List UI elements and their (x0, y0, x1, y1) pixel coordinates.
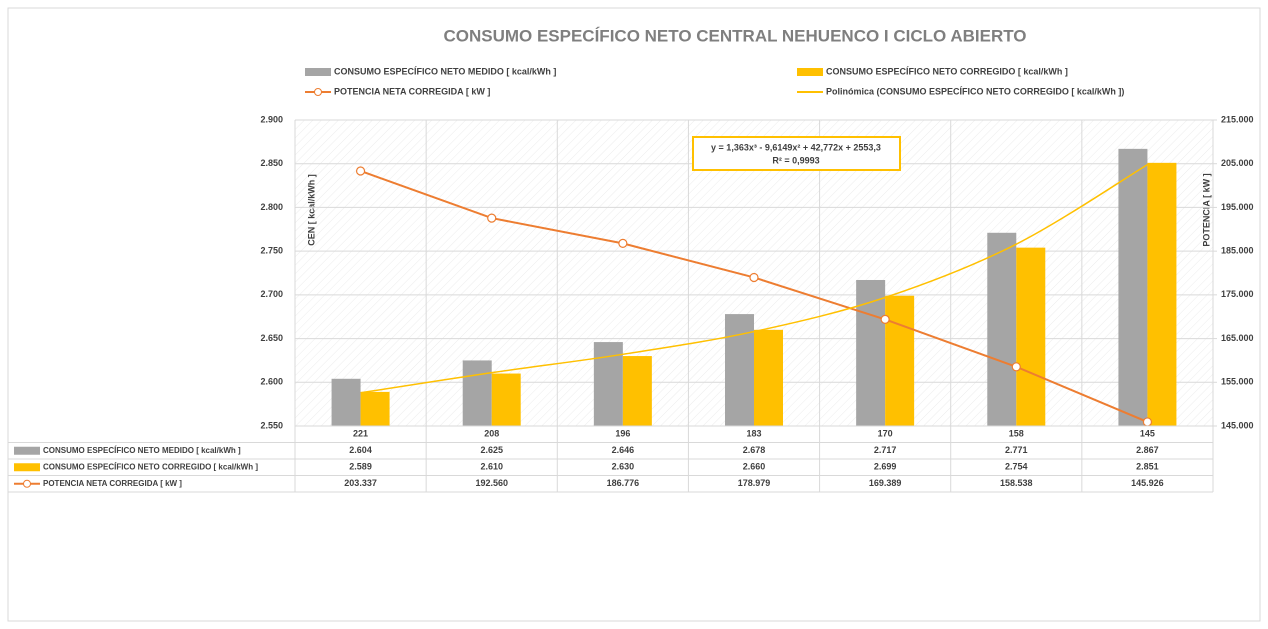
y2-tick-label: 155.000 (1221, 377, 1254, 387)
table-cell: 2.699 (874, 462, 897, 472)
x-tick-label: 196 (615, 428, 630, 438)
y-tick-label: 2.850 (260, 158, 283, 168)
line-marker (880, 314, 890, 324)
bar (462, 360, 492, 426)
y2-axis-title: POTENCIA [ kW ] (1201, 173, 1211, 246)
equation: R² = 0,9993 (772, 155, 819, 165)
line-marker (749, 272, 759, 283)
legend-key (23, 479, 31, 488)
y-tick-label: 2.800 (260, 202, 283, 212)
table-cell: 2.625 (480, 445, 503, 455)
table-cell: 2.678 (743, 445, 766, 455)
bar (1118, 148, 1148, 426)
table-cell: 2.851 (1136, 462, 1159, 472)
table-cell: 169.389 (869, 478, 902, 488)
table-cell: 2.717 (874, 445, 897, 455)
bar (1016, 247, 1046, 426)
y-tick-label: 2.650 (260, 333, 283, 343)
y-tick-label: 2.550 (260, 420, 283, 430)
line-marker (1142, 417, 1153, 427)
y2-tick-label: 215.000 (1221, 114, 1254, 124)
y2-tick-label: 205.000 (1221, 158, 1254, 168)
table-legend-label: POTENCIA NETA CORREGIDA [ kW ] (43, 479, 182, 488)
table-cell: 2.610 (480, 462, 503, 472)
table-legend-label: CONSUMO ESPECÍFICO NETO CORREGIDO [ kcal… (43, 462, 258, 471)
legend-label: CONSUMO ESPECÍFICO NETO MEDIDO [ kcal/kW… (334, 66, 556, 76)
y2-tick-label: 175.000 (1221, 289, 1254, 299)
table-cell: 2.646 (612, 445, 635, 455)
x-tick-label: 170 (878, 428, 893, 438)
y2-tick-label: 185.000 (1221, 246, 1254, 256)
table-cell: 2.660 (743, 462, 766, 472)
table-cell: 2.754 (1005, 462, 1028, 472)
table-legend-label: CONSUMO ESPECÍFICO NETO MEDIDO [ kcal/kW… (43, 446, 241, 455)
bar (331, 378, 361, 426)
table-cell: 178.979 (738, 478, 771, 488)
equation: y = 1,363x³ - 9,6149x² + 42,772x + 2553,… (711, 142, 881, 152)
line-marker (618, 238, 628, 248)
line-marker (1011, 362, 1021, 372)
y-tick-label: 2.600 (260, 377, 283, 387)
legend-key (797, 68, 823, 76)
bar (885, 295, 915, 426)
table-cell: 2.771 (1005, 445, 1028, 455)
bar (622, 356, 652, 426)
legend-label: POTENCIA NETA CORREGIDA [ kW ] (334, 86, 490, 96)
line-marker (355, 166, 366, 176)
x-tick-label: 158 (1009, 428, 1024, 438)
table-cell: 2.630 (612, 462, 635, 472)
x-tick-label: 208 (484, 428, 499, 438)
x-tick-label: 183 (746, 428, 761, 438)
table-cell: 2.604 (349, 445, 372, 455)
bar (1147, 162, 1177, 426)
trendline (360, 163, 1148, 394)
table-cell: 2.589 (349, 462, 372, 472)
x-tick-label: 145 (1140, 428, 1155, 438)
y-tick-label: 2.700 (260, 289, 283, 299)
table-cell: 2.867 (1136, 445, 1159, 455)
chart-title: CONSUMO ESPECÍFICO NETO CENTRAL NEHUENCO… (443, 26, 1026, 45)
table-cell: 158.538 (1000, 478, 1033, 488)
table-cell: 203.337 (344, 478, 377, 488)
line-marker (487, 213, 497, 223)
legend-key (305, 68, 331, 76)
legend-label: CONSUMO ESPECÍFICO NETO CORREGIDO [ kcal… (826, 66, 1068, 76)
legend-label: Polinómica (CONSUMO ESPECÍFICO NETO CORR… (826, 86, 1124, 96)
legend-key (314, 88, 322, 96)
y-tick-label: 2.750 (260, 246, 283, 256)
y2-tick-label: 195.000 (1221, 202, 1254, 212)
table-cell: 186.776 (607, 478, 640, 488)
bar (725, 314, 754, 426)
legend-key (14, 446, 40, 455)
y2-tick-label: 145.000 (1221, 420, 1254, 430)
equation-box (692, 136, 901, 171)
table-cell: 192.560 (475, 478, 508, 488)
y2-tick-label: 165.000 (1221, 333, 1254, 343)
y-tick-label: 2.900 (260, 114, 283, 124)
bar (987, 232, 1017, 426)
x-tick-label: 221 (353, 428, 368, 438)
bar (754, 329, 783, 426)
table-cell: 145.926 (1131, 478, 1164, 488)
bar (491, 373, 521, 426)
legend-key (14, 463, 40, 472)
bar (360, 391, 390, 426)
y-axis-title: CEN [ kcal/kWh ] (306, 174, 316, 246)
